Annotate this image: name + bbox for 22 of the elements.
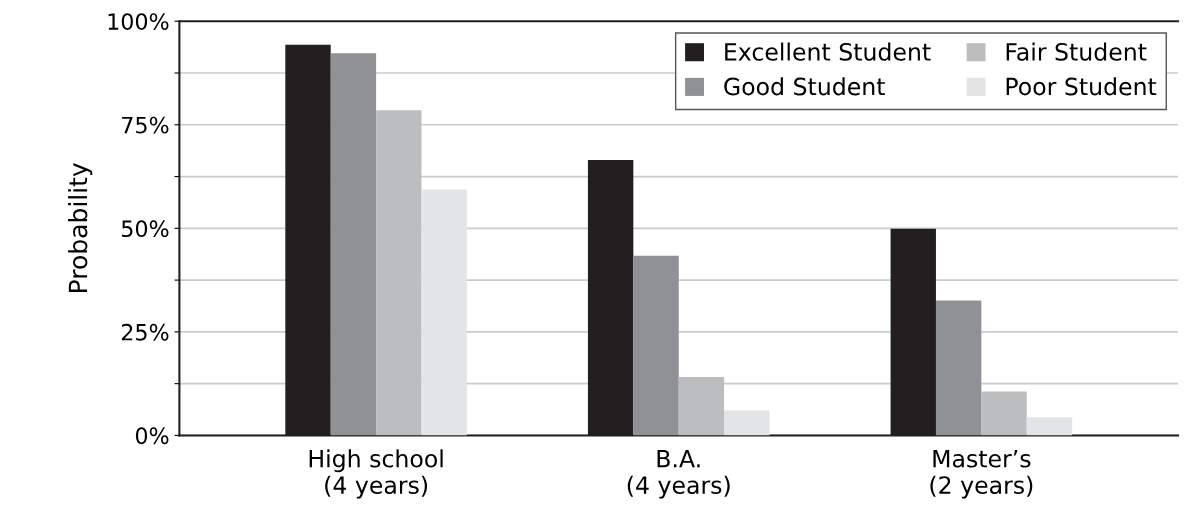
y-axis-title: Probability — [68, 163, 93, 292]
bar — [376, 110, 422, 436]
y-tick-label: 75% — [122, 116, 169, 134]
bar — [724, 410, 770, 436]
legend-label: Poor Student — [1006, 77, 1157, 96]
bar — [633, 255, 679, 436]
x-tick-label: B.A. (4 years) — [627, 450, 730, 499]
bar — [981, 391, 1027, 436]
y-tick-label: 50% — [122, 220, 169, 238]
bar — [678, 377, 725, 436]
y-tick-label: 100% — [108, 13, 169, 30]
bar — [935, 300, 982, 436]
bar — [330, 53, 377, 436]
y-tick-label: 0% — [135, 427, 169, 445]
bar — [421, 189, 467, 436]
legend-label: Good Student — [724, 77, 885, 96]
bar — [1026, 417, 1073, 436]
legend-label: Fair Student — [1006, 42, 1147, 61]
x-tick-label: Master’s (2 years) — [930, 450, 1033, 499]
legend-label: Excellent Student — [725, 42, 931, 61]
y-tick-label: 25% — [121, 323, 169, 341]
x-tick-label: High school (4 years) — [309, 449, 443, 499]
